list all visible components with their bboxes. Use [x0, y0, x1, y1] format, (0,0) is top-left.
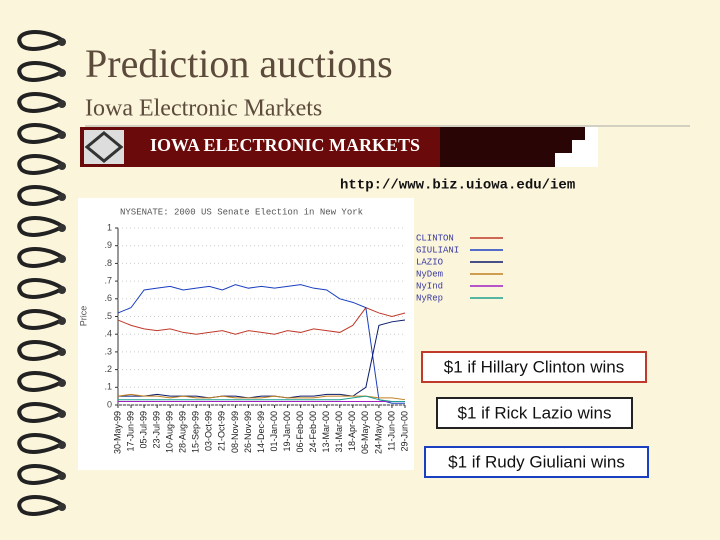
hole [58, 131, 66, 139]
x-tick-label: 10-Aug-99 [165, 411, 175, 453]
x-tick-label: 24-May-00 [373, 411, 383, 454]
legend-label: LAZIO [416, 257, 443, 267]
binding [17, 30, 66, 516]
x-tick-label: 17-Jun-99 [125, 411, 135, 452]
y-tick-label: .1 [104, 382, 112, 392]
banner-steps [555, 127, 598, 167]
x-tick-label: 05-Jul-99 [138, 411, 148, 449]
legend-label: CLINTON [416, 233, 454, 243]
ring [17, 185, 64, 206]
ring [17, 340, 64, 361]
hole [58, 503, 66, 511]
y-tick-label: .5 [104, 311, 112, 321]
x-tick-label: 08-Nov-99 [230, 411, 240, 453]
x-tick-label: 15-Sep-99 [191, 411, 201, 453]
callout-box [424, 446, 649, 478]
y-tick-label: .7 [104, 275, 112, 285]
y-tick-label: 1 [107, 222, 112, 232]
x-tick-label: 21-Oct-99 [217, 411, 227, 451]
series-line [117, 284, 405, 404]
subtitle: Iowa Electronic Markets [85, 96, 322, 122]
x-tick-label: 18-Apr-00 [347, 411, 357, 451]
legend-label: NyDem [416, 269, 443, 279]
x-tick-label: 01-Jan-00 [269, 411, 279, 452]
x-tick-label: 23-Jul-99 [152, 411, 162, 449]
hole [58, 379, 66, 387]
x-tick-label: 11-Jun-00 [386, 411, 396, 451]
url: http://www.biz.uiowa.edu/iem [340, 178, 575, 194]
hole [58, 69, 66, 77]
y-tick-label: .3 [104, 346, 112, 356]
chart-title: NYSENATE: 2000 US Senate Election in New… [120, 207, 363, 217]
logo-mark [84, 131, 124, 163]
legend-label: NyRep [416, 293, 443, 303]
callout-text: $1 if Rudy Giuliani wins [448, 452, 625, 471]
ring [17, 216, 64, 237]
hole [58, 255, 66, 263]
hole [58, 100, 66, 108]
hole [58, 162, 66, 170]
ring [17, 433, 64, 454]
x-tick-label: 14-Dec-99 [256, 411, 266, 453]
ring [17, 247, 64, 268]
callout-text: $1 if Hillary Clinton wins [444, 357, 624, 376]
x-tick-label: 29-Jun-00 [399, 411, 409, 452]
y-axis-label: Price [78, 306, 88, 327]
hole [58, 193, 66, 201]
hole [58, 441, 66, 449]
series-line [118, 395, 405, 402]
ring [17, 92, 64, 113]
x-tick-label: 13-Mar-00 [321, 411, 331, 453]
x-tick-label: 06-Feb-00 [295, 411, 305, 453]
hole [58, 317, 66, 325]
x-tick-label: 30-May-99 [112, 411, 122, 454]
hole [58, 348, 66, 356]
ring [17, 154, 64, 175]
ring [17, 402, 64, 423]
series-line [117, 307, 406, 335]
x-tick-label: 06-May-00 [360, 411, 370, 454]
legend-label: GIULIANI [416, 245, 459, 255]
ring [17, 371, 64, 392]
y-tick-label: .8 [104, 258, 112, 268]
ring [17, 278, 64, 299]
hole [58, 286, 66, 294]
callout-box [421, 351, 647, 383]
y-tick-label: .2 [104, 364, 112, 374]
ring [17, 464, 64, 485]
y-tick-label: .9 [104, 240, 112, 250]
x-tick-label: 24-Feb-00 [308, 411, 318, 453]
ring [17, 123, 64, 144]
series-line [118, 319, 406, 399]
hole [58, 224, 66, 232]
ring [17, 495, 64, 516]
x-tick-label: 28-Aug-99 [178, 411, 188, 453]
y-tick-label: .4 [104, 329, 112, 339]
x-tick-label: 26-Nov-99 [243, 411, 253, 453]
hole [58, 472, 66, 480]
banner-text: IOWA ELECTRONIC MARKETS [150, 135, 420, 155]
hole [58, 38, 66, 46]
logo [84, 130, 124, 164]
y-tick-label: .6 [104, 293, 112, 303]
ring [17, 30, 64, 51]
ring [17, 61, 64, 82]
y-tick-label: 0 [107, 399, 112, 409]
callout-box [436, 397, 633, 429]
x-tick-label: 19-Jan-00 [282, 411, 292, 452]
title: Prediction auctions [85, 41, 393, 86]
hole [58, 410, 66, 418]
series-line [117, 393, 406, 401]
x-tick-label: 03-Oct-99 [204, 411, 214, 451]
x-tick-label: 31-Mar-00 [334, 411, 344, 453]
legend-label: NyInd [416, 281, 443, 291]
ring [17, 309, 64, 330]
callout-text: $1 if Rick Lazio wins [457, 403, 611, 422]
